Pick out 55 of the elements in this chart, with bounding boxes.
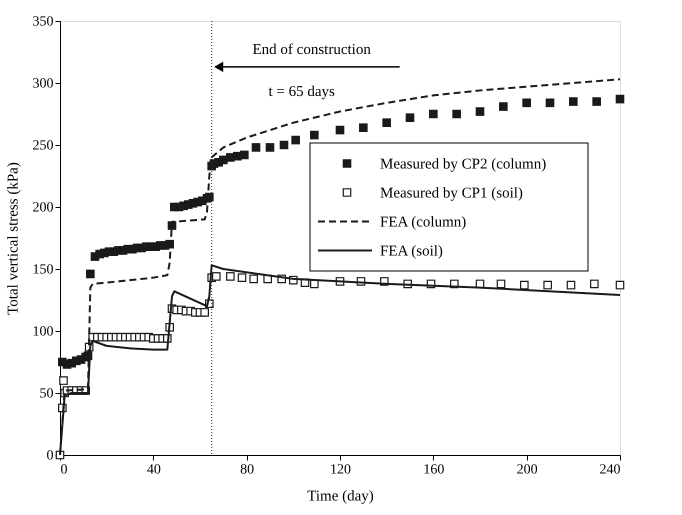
y-tick-label: 0 xyxy=(46,448,54,464)
point xyxy=(520,280,529,290)
point xyxy=(266,143,274,152)
y-axis-title: Total vertical stress (kPa) xyxy=(6,162,22,315)
y-tick-label: 300 xyxy=(32,76,54,92)
annotation: t = 65 days xyxy=(268,84,336,100)
y-tick-label: 150 xyxy=(32,262,54,278)
x-axis-title: Time (day) xyxy=(307,488,374,504)
point xyxy=(86,270,95,278)
point xyxy=(252,143,260,152)
y-tick-label: 350 xyxy=(32,14,54,30)
point xyxy=(543,280,552,290)
legend-label: FEA (soil) xyxy=(380,244,443,260)
legend-label: FEA (column) xyxy=(380,214,466,230)
x-tick-label: 80 xyxy=(240,462,254,478)
point xyxy=(452,110,461,118)
point xyxy=(616,94,624,104)
point xyxy=(240,150,249,160)
x-tick-label: 120 xyxy=(330,462,351,478)
point xyxy=(496,280,506,288)
point xyxy=(359,123,368,132)
point xyxy=(522,98,531,108)
point xyxy=(382,118,391,127)
point xyxy=(406,113,414,122)
point xyxy=(499,102,508,111)
y-tick-label: 200 xyxy=(32,200,54,216)
point xyxy=(226,272,235,281)
x-tick-label: 40 xyxy=(146,462,161,478)
point xyxy=(590,280,599,288)
legend-label: Measured by CP2 (column) xyxy=(380,156,546,172)
annotation: End of construction xyxy=(252,42,372,58)
point xyxy=(249,274,258,284)
y-tick-label: 50 xyxy=(40,386,54,402)
point xyxy=(59,376,68,385)
point xyxy=(592,97,601,106)
point xyxy=(476,107,484,116)
legend-label: Measured by CP1 (soil) xyxy=(380,186,523,202)
point xyxy=(429,110,438,118)
point xyxy=(546,98,554,108)
x-tick-label: 240 xyxy=(600,462,620,478)
point xyxy=(238,273,246,282)
x-tick-label: 200 xyxy=(516,462,538,478)
y-tick-label: 100 xyxy=(32,324,54,340)
point xyxy=(280,140,288,150)
y-tick-label: 250 xyxy=(32,138,54,154)
point xyxy=(616,280,624,290)
x-tick-label: 160 xyxy=(423,462,444,478)
point xyxy=(566,280,576,290)
point xyxy=(291,136,300,144)
point xyxy=(310,130,319,140)
x-tick-label: 0 xyxy=(60,462,68,478)
point xyxy=(569,97,578,106)
point xyxy=(200,308,209,317)
point xyxy=(212,272,221,281)
point xyxy=(336,126,344,134)
